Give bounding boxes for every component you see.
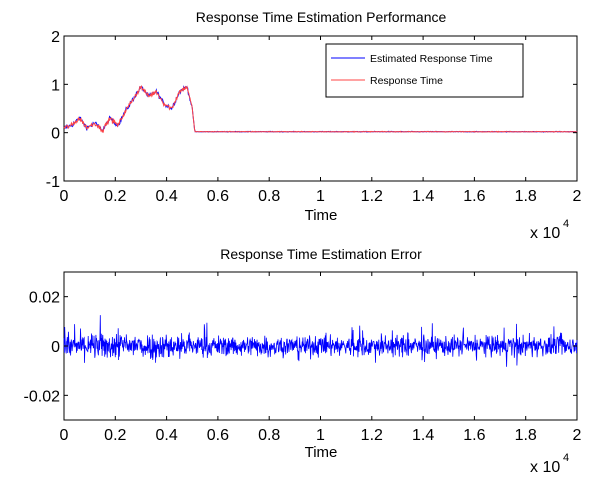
y-tick-label: -0.02 xyxy=(24,388,61,405)
chart-top-x-scale-exponent: 4 xyxy=(563,218,569,230)
chart-bottom-series-lines xyxy=(63,315,578,367)
chart-top-series-lines xyxy=(63,85,578,134)
chart-bottom-series-error xyxy=(63,315,578,367)
legend-box xyxy=(325,43,524,98)
y-tick-label: 2 xyxy=(51,29,60,46)
x-tick-label: 1.4 xyxy=(412,188,434,205)
x-tick-label: 1.6 xyxy=(463,188,485,205)
y-tick-label: 1 xyxy=(51,77,60,94)
x-tick-label: 0.2 xyxy=(104,427,126,444)
x-tick-label: 0.2 xyxy=(104,188,126,205)
chart-bottom-title: Response Time Estimation Error xyxy=(220,246,422,262)
chart-bottom-x-scale-exponent: 4 xyxy=(563,452,569,464)
x-tick-label: 0.8 xyxy=(258,427,280,444)
chart-top-y-ticks: -1 0 1 2 xyxy=(46,29,577,191)
chart-bottom-x-ticks: 0 0.2 0.4 0.6 0.8 1 1.2 1.4 1.6 1.8 2 xyxy=(60,272,582,444)
x-tick-label: 0.4 xyxy=(155,427,177,444)
x-tick-label: 0.4 xyxy=(155,188,177,205)
chart-bottom-xlabel: Time xyxy=(305,444,338,461)
chart-top: Response Time Estimation Performance 0 0.… xyxy=(46,9,582,242)
chart-top-title: Response Time Estimation Performance xyxy=(196,9,447,25)
legend-label-response: Response Time xyxy=(370,75,443,87)
x-tick-label: 1.6 xyxy=(463,427,485,444)
x-tick-label: 1.2 xyxy=(361,188,383,205)
legend-label-estimated: Estimated Response Time xyxy=(370,53,493,65)
chart-top-xlabel: Time xyxy=(305,207,338,224)
y-tick-label: 0 xyxy=(51,339,60,356)
y-tick-label: 0 xyxy=(51,126,60,143)
x-tick-label: 0 xyxy=(60,427,69,444)
x-tick-label: 0.6 xyxy=(207,188,229,205)
chart-bottom-y-ticks: -0.02 0 0.02 xyxy=(24,290,577,405)
x-tick-label: 1.8 xyxy=(515,427,537,444)
x-tick-label: 1.2 xyxy=(361,427,383,444)
x-tick-label: 0.6 xyxy=(207,427,229,444)
chart-top-series-response-time xyxy=(63,85,578,134)
x-tick-label: 1.8 xyxy=(515,188,537,205)
x-tick-label: 1.4 xyxy=(412,427,434,444)
chart-top-legend: Estimated Response Time Response Time xyxy=(325,43,524,98)
x-tick-label: 2 xyxy=(573,427,582,444)
chart-bottom-x-scale: x 10 xyxy=(530,459,560,476)
chart-top-x-ticks: 0 0.2 0.4 0.6 0.8 1 1.2 1.4 1.6 1.8 2 xyxy=(60,36,582,205)
y-tick-label: -1 xyxy=(46,174,60,191)
x-tick-label: 1 xyxy=(316,427,325,444)
x-tick-label: 2 xyxy=(573,188,582,205)
x-tick-label: 1 xyxy=(316,188,325,205)
x-tick-label: 0.8 xyxy=(258,188,280,205)
x-tick-label: 0 xyxy=(60,188,69,205)
y-tick-label: 0.02 xyxy=(29,290,60,307)
chart-top-x-scale: x 10 xyxy=(530,225,560,242)
chart-bottom: Response Time Estimation Error 0 0.2 0.4 0.… xyxy=(24,246,582,476)
